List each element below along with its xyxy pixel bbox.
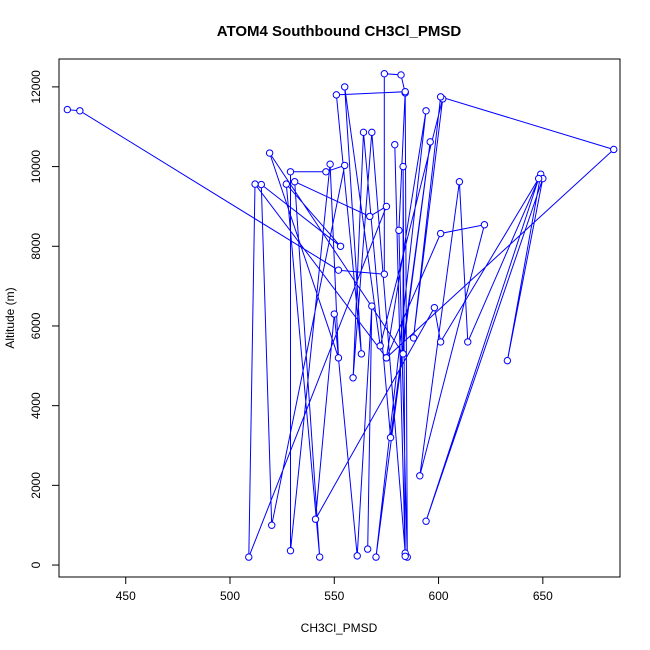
data-point (359, 128, 368, 137)
data-point (251, 180, 259, 188)
data-point (357, 350, 366, 358)
y-tick-label: 12000 (29, 70, 43, 104)
data-point (372, 553, 380, 561)
data-point (363, 545, 372, 553)
data-point (341, 161, 349, 170)
data-point (353, 552, 361, 560)
y-axis: 0 2000 4000 6000 8000 10000 12000 (29, 70, 60, 568)
data-point (257, 180, 265, 189)
data-point (409, 334, 418, 342)
data-point (268, 521, 276, 529)
data-point (391, 140, 399, 149)
data-point (386, 433, 395, 442)
chart-title: ATOM4 Southbound CH3Cl_PMSD (217, 23, 462, 40)
y-tick-label: 10000 (29, 150, 43, 184)
data-point (334, 354, 343, 362)
data-point (286, 547, 295, 555)
data-point (368, 128, 376, 137)
x-tick-label: 550 (324, 589, 344, 603)
data-point (332, 91, 341, 99)
data-point (436, 93, 445, 101)
data-point (534, 174, 543, 183)
data-point (334, 266, 343, 274)
x-tick-label: 500 (220, 589, 240, 603)
x-tick-label: 600 (429, 589, 449, 603)
data-point (436, 229, 445, 238)
y-tick-label: 0 (29, 561, 43, 568)
data-point (464, 338, 472, 346)
data-point (503, 356, 512, 365)
data-point (382, 202, 391, 211)
data-point (399, 350, 407, 358)
data-point (610, 145, 618, 154)
data-point (380, 70, 389, 78)
data-point (326, 160, 334, 168)
data-point (422, 107, 430, 115)
data-point (397, 71, 405, 79)
x-tick-label: 650 (533, 589, 553, 603)
data-point (322, 168, 330, 176)
data-point (422, 517, 430, 525)
plot-frame (58, 58, 621, 578)
data-point (401, 87, 409, 96)
data-point (286, 168, 295, 176)
data-point (76, 107, 84, 115)
series-line (67, 73, 615, 558)
data-point (380, 270, 389, 278)
data-point (382, 354, 391, 362)
data-point (315, 553, 324, 561)
y-tick-label: 2000 (29, 472, 43, 499)
data-point (376, 342, 384, 350)
data-point (366, 212, 374, 221)
y-tick-label: 6000 (29, 312, 43, 339)
data-point (395, 226, 403, 235)
data-point (330, 310, 338, 318)
data-point (290, 178, 299, 186)
data-point (282, 180, 291, 188)
data-point (430, 303, 439, 312)
y-axis-label: Altitude (m) (3, 287, 17, 348)
data-point (455, 178, 464, 186)
data-point (311, 515, 320, 523)
data-point (368, 302, 376, 310)
data-point (426, 138, 434, 146)
data-point (436, 338, 445, 346)
data-point (399, 162, 407, 171)
data-point (349, 374, 357, 382)
data-point (336, 242, 345, 250)
data-point (63, 105, 72, 114)
data-point (245, 553, 253, 561)
series-layer (63, 70, 618, 561)
y-tick-label: 4000 (29, 392, 43, 419)
x-axis: 450 500 550 600 650 (116, 576, 553, 603)
data-point (416, 472, 424, 480)
data-point (341, 83, 349, 91)
y-tick-label: 8000 (29, 233, 43, 260)
x-tick-label: 450 (116, 589, 136, 603)
data-point (401, 552, 409, 560)
data-point (480, 221, 489, 229)
x-axis-label: CH3Cl_PMSD (301, 621, 378, 635)
data-point (265, 149, 274, 157)
